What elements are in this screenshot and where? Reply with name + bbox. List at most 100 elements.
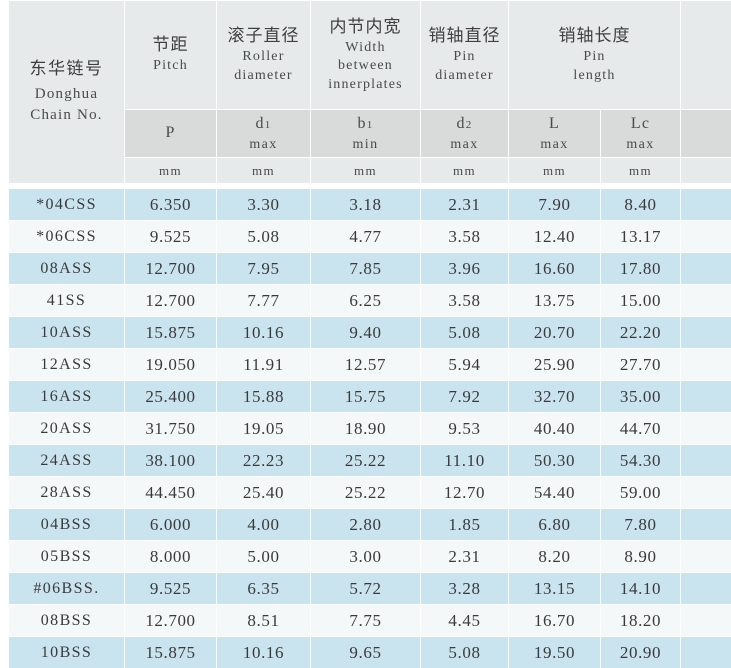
cell-chain-no: 08ASS	[8, 252, 125, 285]
cell-pin-len-lc: 54.30	[600, 444, 681, 477]
cell-pitch: 12.700	[124, 604, 217, 637]
cell-pin-len-l: 7.90	[508, 188, 601, 221]
cell-width-inner: 3.00	[310, 540, 421, 573]
header-inner-plate-en1: T	[681, 39, 731, 57]
cell-pin-dia: 9.53	[420, 412, 509, 445]
table-row: *04CSS 6.350 3.30 3.18 2.31 7.90 8.40	[8, 188, 731, 221]
cell-roller-dia: 15.88	[216, 380, 311, 413]
cell-width-inner: 25.22	[310, 476, 421, 509]
header-pin-length-en2: length	[573, 67, 616, 83]
cell-pitch: 44.450	[124, 476, 217, 509]
symbol-pin-length-lc-value: Lc	[630, 114, 651, 132]
cell-pitch: 12.700	[124, 284, 217, 317]
cell-pitch: 6.350	[124, 188, 217, 221]
cell-pin-len-l: 8.20	[508, 540, 601, 573]
symbol-pin-length-l-value: L	[549, 114, 560, 132]
header-row-titles: 东华链号 Donghua Chain No. 节距 Pitch 滚子直径 Rol…	[8, 0, 731, 184]
cell-chain-no: #06BSS.	[8, 572, 125, 605]
cell-inner-plate	[680, 540, 731, 573]
cell-pin-dia: 2.31	[420, 188, 509, 221]
header-chain-no-cn: 东华链号	[29, 58, 104, 78]
cell-pin-len-lc: 13.17	[600, 220, 681, 253]
cell-chain-no: 16ASS	[8, 380, 125, 413]
symbol-roller-diameter-value: d1	[255, 114, 272, 132]
cell-pin-dia: 7.92	[420, 380, 509, 413]
table-row: 28ASS 44.450 25.40 25.22 12.70 54.40 59.00	[8, 476, 731, 509]
cell-inner-plate	[680, 508, 731, 541]
cell-pin-len-lc: 15.00	[600, 284, 681, 317]
table-row: *06CSS 9.525 5.08 4.77 3.58 12.40 13.17	[8, 220, 731, 253]
cell-roller-dia: 3.30	[216, 188, 311, 221]
cell-inner-plate: 1	[680, 348, 731, 381]
cell-pin-dia: 4.45	[420, 604, 509, 637]
cell-pin-dia: 3.58	[420, 220, 509, 253]
header-width-en1: Width	[345, 40, 386, 56]
cell-roller-dia: 10.16	[216, 636, 311, 668]
cell-pitch: 31.750	[124, 412, 217, 445]
header-body-gap	[8, 183, 731, 189]
symbol-width-qualifier: min	[352, 136, 379, 152]
cell-inner-plate	[680, 476, 731, 509]
cell-pin-dia: 5.08	[420, 316, 509, 349]
header-chain-no-en2: Chain No.	[30, 107, 103, 124]
cell-pin-len-l: 13.75	[508, 284, 601, 317]
cell-roller-dia: 25.40	[216, 476, 311, 509]
cell-chain-no: 05BSS	[8, 540, 125, 573]
cell-pin-len-l: 40.40	[508, 412, 601, 445]
cell-roller-dia: 6.35	[216, 572, 311, 605]
cell-pin-len-lc: 14.10	[600, 572, 681, 605]
cell-roller-dia: 10.16	[216, 316, 311, 349]
cell-pin-len-l: 20.70	[508, 316, 601, 349]
unit-pin-diameter: mm	[420, 157, 509, 184]
header-roller-diameter-cn: 滚子直径	[227, 25, 300, 45]
symbol-width: b1 min	[310, 109, 421, 158]
cell-pin-len-lc: 8.90	[600, 540, 681, 573]
header-pin-length-cn: 销轴长度	[558, 25, 631, 45]
symbol-pin-diameter: d2 max	[420, 109, 509, 158]
symbol-pin-length-lc: Lc max	[600, 109, 681, 158]
cell-pin-len-lc: 20.90	[600, 636, 681, 668]
symbol-pin-length-l: L max	[508, 109, 601, 158]
cell-inner-plate: 1	[680, 252, 731, 285]
cell-roller-dia: 11.91	[216, 348, 311, 381]
header-pin-diameter: 销轴直径 Pin diameter	[420, 0, 509, 110]
cell-width-inner: 9.40	[310, 316, 421, 349]
symbol-pin-length-lc-qualifier: max	[626, 136, 655, 152]
header-pitch: 节距 Pitch	[124, 0, 217, 110]
chain-specification-table: 东华链号 Donghua Chain No. 节距 Pitch 滚子直径 Rol…	[8, 0, 731, 668]
unit-width: mm	[310, 157, 421, 184]
cell-pitch: 15.875	[124, 636, 217, 668]
cell-roller-dia: 22.23	[216, 444, 311, 477]
cell-inner-plate: 3	[680, 444, 731, 477]
symbol-roller-diameter: d1 max	[216, 109, 311, 158]
cell-width-inner: 18.90	[310, 412, 421, 445]
cell-chain-no: 20ASS	[8, 412, 125, 445]
cell-pin-len-lc: 27.70	[600, 348, 681, 381]
header-pin-diameter-cn: 销轴直径	[428, 25, 501, 45]
cell-inner-plate: 1	[680, 604, 731, 637]
cell-inner-plate	[680, 220, 731, 253]
cell-inner-plate: 3	[680, 412, 731, 445]
cell-width-inner: 7.85	[310, 252, 421, 285]
header-roller-diameter-en2: diameter	[234, 67, 293, 83]
cell-roller-dia: 5.08	[216, 220, 311, 253]
cell-pitch: 8.000	[124, 540, 217, 573]
cell-inner-plate: 1	[680, 636, 731, 668]
cell-pin-len-lc: 35.00	[600, 380, 681, 413]
table-row: 41SS 12.700 7.77 6.25 3.58 13.75 15.00	[8, 284, 731, 317]
cell-width-inner: 3.18	[310, 188, 421, 221]
cell-roller-dia: 5.00	[216, 540, 311, 573]
symbol-pitch-value: P	[165, 124, 176, 142]
cell-pin-len-l: 12.40	[508, 220, 601, 253]
unit-pin-length-lc: mm	[600, 157, 681, 184]
symbol-pin-diameter-qualifier: max	[450, 136, 479, 152]
cell-pin-len-lc: 17.80	[600, 252, 681, 285]
cell-width-inner: 5.72	[310, 572, 421, 605]
